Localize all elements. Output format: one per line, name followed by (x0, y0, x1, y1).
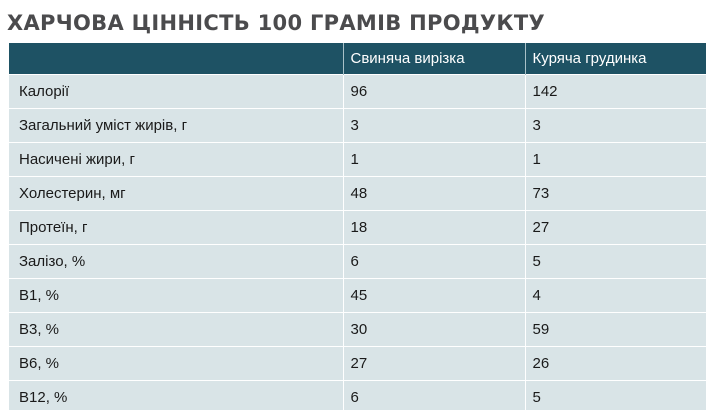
pork-value: 45 (342, 278, 525, 313)
chicken-value: 5 (524, 244, 706, 279)
chicken-value: 26 (524, 346, 706, 381)
pork-value: 6 (342, 380, 525, 410)
page-title: ХАРЧОВА ЦІННІСТЬ 100 ГРАМІВ ПРОДУКТУ (7, 11, 545, 35)
chicken-value: 1 (524, 142, 706, 177)
pork-value: 27 (342, 346, 525, 381)
row-label: Загальний уміст жирів, г (9, 108, 343, 143)
table-row: Калорії 96 142 (9, 74, 706, 109)
row-label: Холестерин, мг (9, 176, 343, 211)
row-label: Насичені жири, г (9, 142, 343, 177)
row-label: B1, % (9, 278, 343, 313)
row-label: B12, % (9, 380, 343, 410)
table-row: Насичені жири, г 1 1 (9, 142, 706, 177)
chicken-value: 3 (524, 108, 706, 143)
table-row: Залізо, % 6 5 (9, 244, 706, 279)
chicken-value: 4 (524, 278, 706, 313)
table-row: B3, % 30 59 (9, 312, 706, 347)
row-label: Залізо, % (9, 244, 343, 279)
table-row: B6, % 27 26 (9, 346, 706, 381)
pork-value: 1 (342, 142, 525, 177)
pork-value: 6 (342, 244, 525, 279)
header-empty-cell (9, 43, 343, 75)
table-row: B12, % 6 5 (9, 380, 706, 410)
pork-value: 48 (342, 176, 525, 211)
chicken-value: 73 (524, 176, 706, 211)
chicken-value: 59 (524, 312, 706, 347)
row-label: Калорії (9, 74, 343, 109)
pork-value: 3 (342, 108, 525, 143)
table-row: Протеїн, г 18 27 (9, 210, 706, 245)
table-row: Холестерин, мг 48 73 (9, 176, 706, 211)
nutrition-table-wrapper: Свиняча вирізка Куряча грудинка Калорії … (9, 43, 706, 410)
table-row: Загальний уміст жирів, г 3 3 (9, 108, 706, 143)
table-row: B1, % 45 4 (9, 278, 706, 313)
header-pork-tenderloin: Свиняча вирізка (342, 43, 525, 75)
row-label: B6, % (9, 346, 343, 381)
pork-value: 30 (342, 312, 525, 347)
chicken-value: 142 (524, 74, 706, 109)
row-label: B3, % (9, 312, 343, 347)
chicken-value: 5 (524, 380, 706, 410)
pork-value: 18 (342, 210, 525, 245)
header-chicken-breast: Куряча грудинка (524, 43, 706, 75)
table-header-row: Свиняча вирізка Куряча грудинка (9, 43, 706, 75)
chicken-value: 27 (524, 210, 706, 245)
pork-value: 96 (342, 74, 525, 109)
row-label: Протеїн, г (9, 210, 343, 245)
nutrition-table: Свиняча вирізка Куряча грудинка Калорії … (9, 43, 706, 410)
